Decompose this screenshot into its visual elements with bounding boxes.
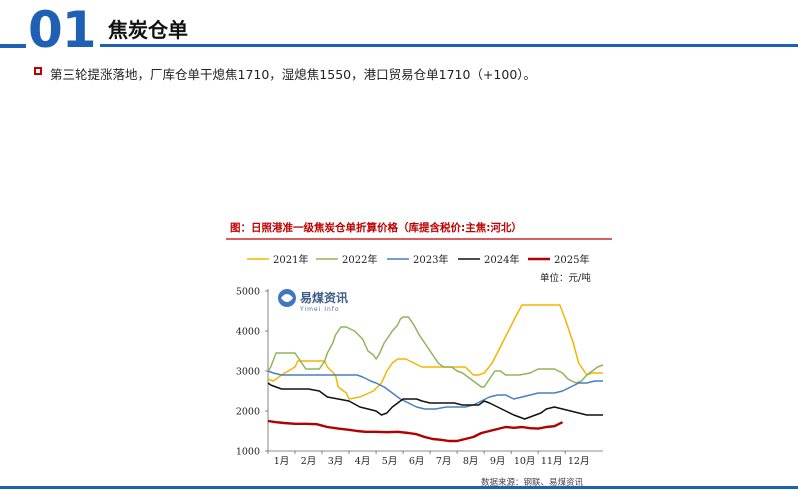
x-tick-label: 1月: [274, 456, 290, 467]
x-tick-label: 5月: [382, 456, 398, 467]
source-note: 数据来源：钢联、易煤资讯: [481, 477, 584, 488]
x-tick-label: 12月: [568, 456, 590, 467]
legend-label-2025年: 2025年: [554, 253, 589, 266]
x-tick-label: 3月: [328, 456, 344, 467]
x-tick-label: 10月: [514, 456, 536, 467]
y-tick-label: 1000: [236, 447, 260, 458]
y-tick-label: 3000: [236, 367, 260, 378]
bullet-square-icon: [34, 67, 42, 75]
header-accent-bar: [0, 44, 26, 48]
series-line-2024年: [267, 382, 603, 420]
y-tick-label: 4000: [236, 327, 260, 338]
watermark-text: 易煤资讯: [300, 290, 348, 305]
unit-label: 单位：元/吨: [540, 272, 591, 284]
chart-title: 图：日照港准一级焦炭仓单折算价格（库提含税价:主焦:河北）: [230, 221, 522, 234]
x-tick-label: 4月: [355, 456, 371, 467]
bullet-text: 第三轮提涨落地，厂库仓单干熄焦1710，湿熄焦1550，港口贸易仓单1710（+…: [50, 67, 537, 82]
legend-label-2024年: 2024年: [484, 253, 519, 266]
section-title: 焦炭仓单: [108, 18, 188, 42]
title-underline: [100, 44, 798, 47]
legend-label-2021年: 2021年: [273, 253, 308, 266]
series-line-2022年: [267, 316, 604, 388]
series-line-2023年: [267, 370, 603, 410]
legend-label-2023年: 2023年: [413, 253, 448, 266]
watermark-subtext: Yimei Info: [299, 306, 340, 313]
series-line-2025年: [267, 419, 564, 443]
x-tick-label: 2月: [301, 456, 317, 467]
y-tick-label: 5000: [236, 287, 260, 298]
series-line-2021年: [267, 304, 603, 400]
x-tick-label: 11月: [541, 456, 563, 467]
watermark-logo-mark: [281, 294, 293, 302]
x-tick-label: 9月: [490, 456, 506, 467]
x-tick-label: 7月: [436, 456, 452, 467]
x-tick-label: 8月: [463, 456, 479, 467]
x-tick-label: 6月: [409, 456, 425, 467]
y-tick-label: 2000: [236, 407, 260, 418]
legend-label-2022年: 2022年: [342, 253, 377, 266]
footer-rule: [0, 486, 798, 489]
section-number: 01: [28, 1, 97, 59]
